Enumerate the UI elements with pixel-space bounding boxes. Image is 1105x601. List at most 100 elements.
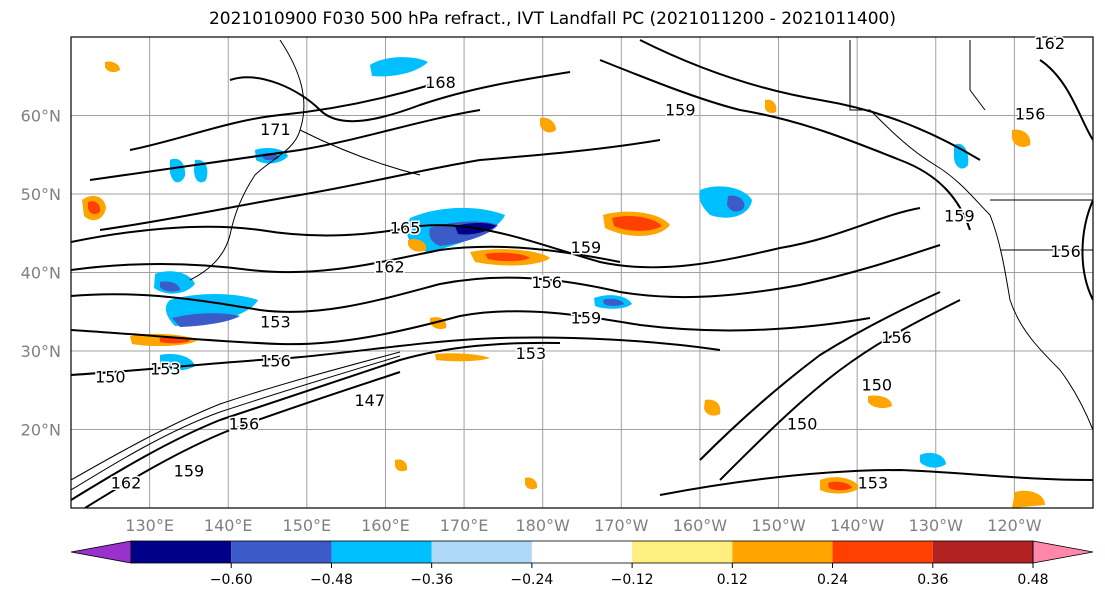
colorbar-segment xyxy=(932,541,1033,563)
shade-patch xyxy=(105,61,120,73)
contour-value-label: 159 xyxy=(174,462,205,481)
shade-patch xyxy=(868,395,892,409)
shade-patch xyxy=(170,158,186,183)
latitude-tick-label: 30°N xyxy=(21,342,61,361)
contour-line xyxy=(599,59,971,231)
longitude-tick-label: 150°W xyxy=(751,516,806,535)
contour-value-label: 159 xyxy=(571,309,602,328)
colorbar: −0.60 −0.48 −0.36 −0.24 −0.12 0.12 0.24 0.36 0.4… xyxy=(70,540,1094,588)
contour-value-label: 168 xyxy=(425,73,456,92)
colorbar-segment xyxy=(131,541,232,563)
contour-value-label: 156 xyxy=(881,328,912,347)
longitude-tick-label: 140°W xyxy=(830,516,885,535)
colorbar-tick-label: 0.24 xyxy=(817,572,848,588)
shade-patch xyxy=(88,201,101,215)
contour-line xyxy=(84,371,401,508)
contour-line xyxy=(89,109,481,181)
contour-value-label: 165 xyxy=(390,218,421,237)
contour-value-label: 162 xyxy=(1034,34,1065,53)
contour-value-label: 162 xyxy=(111,473,142,492)
colorbar-segment xyxy=(732,541,833,563)
longitude-tick-label: 130°E xyxy=(125,516,174,535)
longitude-tick-label: 180°W xyxy=(516,516,571,535)
longitude-tick-label: 160°W xyxy=(673,516,728,535)
contour-value-label: 153 xyxy=(516,344,547,363)
shade-patch xyxy=(727,195,745,212)
page-title: 2021010900 F030 500 hPa refract., IVT La… xyxy=(208,9,896,29)
longitude-tick-label: 170°E xyxy=(440,516,489,535)
longitude-tick-label: 120°W xyxy=(987,516,1042,535)
contour-value-label: 156 xyxy=(260,352,291,371)
contour-value-label: 153 xyxy=(150,360,181,379)
colorbar-segment xyxy=(231,541,332,563)
contour-value-label: 159 xyxy=(944,206,975,225)
colorbar-segment xyxy=(632,541,733,563)
contour-line xyxy=(71,336,721,376)
coastline xyxy=(849,40,1093,431)
coastline xyxy=(299,129,421,176)
graticule xyxy=(71,37,1093,508)
shade-patch xyxy=(525,477,538,490)
contour-value-label: 156 xyxy=(229,415,260,434)
coastline xyxy=(969,40,986,111)
longitude-tick-label: 150°E xyxy=(283,516,332,535)
contour-value-label: 156 xyxy=(531,273,562,292)
latitude-tick-label: 40°N xyxy=(21,264,61,283)
colorbar-segment xyxy=(832,541,933,563)
contour-line xyxy=(1039,59,1093,141)
longitude-labels: 130°E 140°E 150°E 160°E 170°E 180°W 170°W 160°W… xyxy=(125,516,1041,535)
contour-line xyxy=(71,207,921,269)
latitude-tick-label: 60°N xyxy=(21,107,61,126)
contour-value-label: 162 xyxy=(374,258,405,277)
contour-value-label: 150 xyxy=(787,415,818,434)
contour-value-label: 153 xyxy=(858,473,889,492)
shade-patch xyxy=(1012,129,1031,148)
colorbar-tick-label: 0.12 xyxy=(717,572,748,588)
contour-value-label: 171 xyxy=(260,120,291,139)
latitude-tick-label: 20°N xyxy=(21,421,61,440)
contour-line xyxy=(71,355,401,491)
contour-value-label: 156 xyxy=(1015,104,1046,123)
shade-patch xyxy=(485,252,530,262)
colorbar-segment xyxy=(531,541,633,563)
map-frame xyxy=(70,36,1094,509)
shade-patch xyxy=(370,57,428,77)
contour-line xyxy=(659,468,1093,496)
shade-patch xyxy=(954,143,969,169)
shade-patch xyxy=(920,452,946,468)
colorbar-segment xyxy=(431,541,532,563)
colorbar-tick-label: −0.48 xyxy=(310,572,353,588)
latitude-tick-label: 50°N xyxy=(21,185,61,204)
shade-patch xyxy=(828,481,852,491)
longitude-tick-label: 130°W xyxy=(909,516,964,535)
contour-line xyxy=(699,291,941,461)
colorbar-tick-label: −0.36 xyxy=(410,572,453,588)
colorbar-segment xyxy=(331,541,432,563)
colorbar-extend-low xyxy=(70,540,132,564)
shade-patch xyxy=(704,399,721,416)
contour-value-label: 150 xyxy=(862,375,893,394)
shade-patch xyxy=(603,298,624,306)
latitude-labels: 60°N 50°N 40°N 30°N 20°N xyxy=(21,107,61,440)
contour-value-label: 153 xyxy=(260,312,291,331)
contour-line xyxy=(71,245,621,274)
contour-value-label: 159 xyxy=(665,101,696,120)
shade-patch xyxy=(540,117,556,133)
contour-value-label: 147 xyxy=(354,391,385,410)
contour-value-label: 159 xyxy=(571,238,602,257)
longitude-tick-label: 160°E xyxy=(361,516,410,535)
coastline xyxy=(189,39,305,281)
contour-line xyxy=(229,71,571,123)
longitude-tick-label: 170°W xyxy=(594,516,649,535)
contour-value-label: 156 xyxy=(1050,242,1081,261)
shade-patch xyxy=(172,313,240,327)
colorbar-tick-label: −0.24 xyxy=(510,572,553,588)
shade-patch xyxy=(764,99,777,114)
contour-line xyxy=(719,299,961,481)
colorbar-tick-label: −0.12 xyxy=(611,572,654,588)
colorbar-outline xyxy=(130,540,1034,564)
refractivity-shading xyxy=(82,57,1045,508)
shade-patch xyxy=(395,459,408,472)
contour-line xyxy=(71,341,561,501)
